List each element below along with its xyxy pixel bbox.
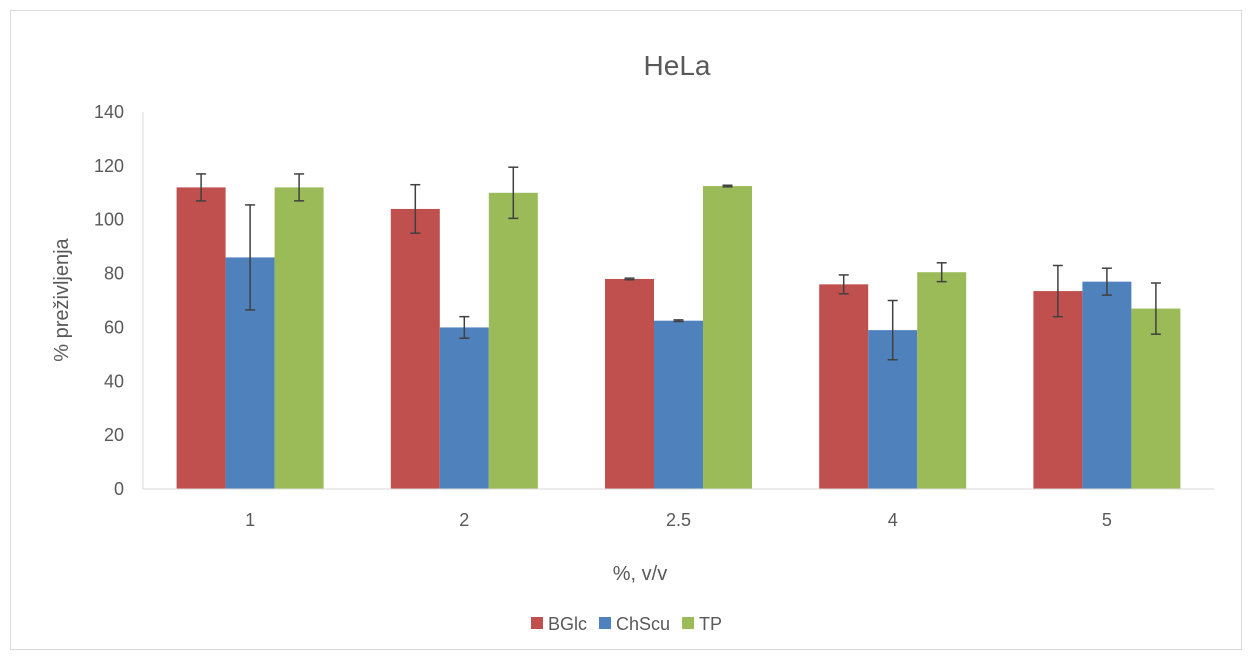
x-tick-label: 4 bbox=[888, 510, 898, 530]
legend-label-chscu: ChScu bbox=[616, 614, 670, 634]
bar-tp-4 bbox=[917, 272, 967, 489]
x-tick-label: 2.5 bbox=[666, 510, 691, 530]
plot-area: 0 20 40 60 80 100 120 140 1 2 2.5 4 5 bbox=[94, 102, 1214, 530]
y-tick-label: 40 bbox=[104, 371, 124, 391]
bar-tp-2_5 bbox=[703, 186, 752, 489]
bar-chscu-2_5 bbox=[654, 320, 703, 489]
bar-tp-5 bbox=[1131, 308, 1181, 489]
y-tick-label: 60 bbox=[104, 317, 124, 337]
bar-chscu-5 bbox=[1082, 281, 1132, 489]
x-tick-label: 2 bbox=[459, 510, 469, 530]
x-tick-label: 5 bbox=[1102, 510, 1112, 530]
bar-bglc-2 bbox=[390, 208, 440, 489]
legend-label-tp: TP bbox=[699, 614, 722, 634]
y-tick-label: 20 bbox=[104, 425, 124, 445]
legend-swatch-chscu bbox=[599, 617, 612, 629]
y-tick-label: 0 bbox=[114, 479, 124, 499]
bar-bglc-2_5 bbox=[605, 278, 654, 489]
bar-bglc-4 bbox=[819, 284, 869, 489]
y-tick-label: 140 bbox=[94, 102, 124, 122]
chart-title: HeLa bbox=[644, 50, 711, 81]
legend-swatch-tp bbox=[682, 617, 695, 629]
x-tick-label: 1 bbox=[245, 510, 255, 530]
y-tick-label: 120 bbox=[94, 156, 124, 176]
legend-swatch-bglc bbox=[531, 617, 543, 629]
x-axis-label: %, v/v bbox=[613, 563, 667, 585]
bar-tp-2 bbox=[488, 192, 538, 490]
bar-bglc-5 bbox=[1033, 291, 1083, 489]
y-tick-label: 100 bbox=[94, 210, 124, 230]
y-axis-label: % preživljenja bbox=[51, 237, 73, 361]
legend: BGlc ChScu TP bbox=[531, 614, 722, 634]
bar-bglc-1 bbox=[176, 187, 226, 489]
bar-chscu-2 bbox=[439, 327, 489, 489]
legend-label-bglc: BGlc bbox=[548, 614, 587, 634]
bar-tp-1 bbox=[274, 187, 324, 489]
y-tick-label: 80 bbox=[104, 264, 124, 284]
